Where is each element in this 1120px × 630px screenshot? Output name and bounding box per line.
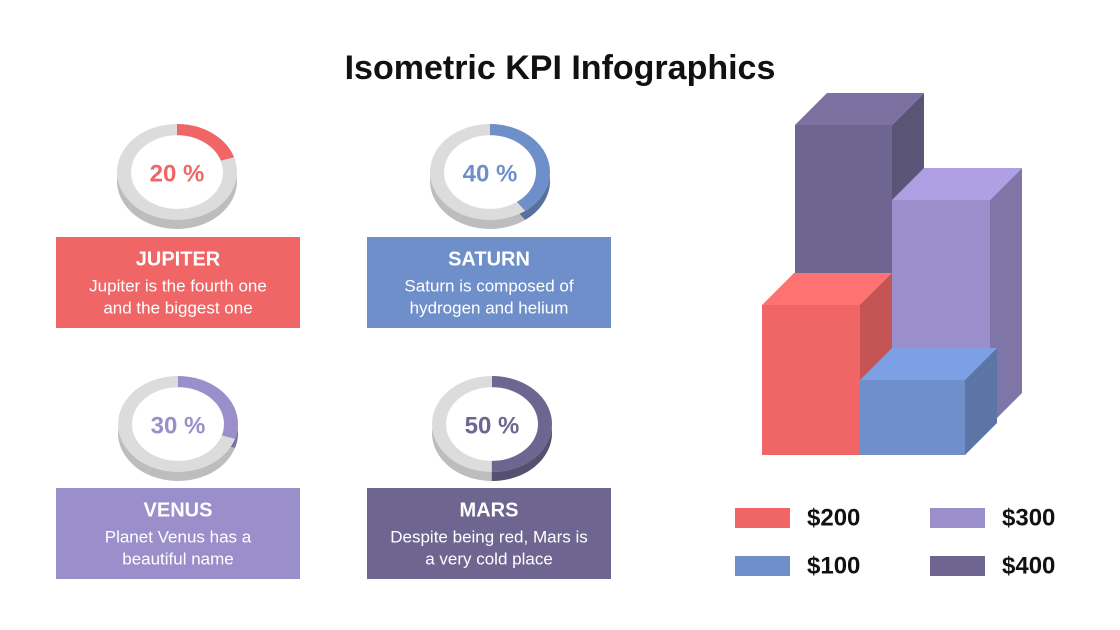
kpi-donut: [432, 375, 552, 482]
bar: [860, 348, 997, 455]
bar-side: [965, 348, 997, 455]
kpi-description: Saturn is composed of: [404, 276, 573, 295]
legend-swatch: [735, 508, 790, 528]
donut-arc: [432, 375, 552, 473]
kpi-value: 50 %: [465, 412, 520, 439]
kpi-description: Jupiter is the fourth one: [89, 276, 267, 295]
kpi-description: Planet Venus has a: [105, 527, 252, 546]
kpi-name: JUPITER: [136, 248, 221, 270]
kpi-description: and the biggest one: [103, 298, 252, 317]
legend-label: $400: [1002, 552, 1055, 579]
kpi-name: SATURN: [448, 248, 530, 270]
bar-side: [990, 168, 1022, 425]
kpi-value: 30 %: [151, 412, 206, 439]
kpi-description: beautiful name: [122, 549, 234, 568]
kpi-name: MARS: [460, 499, 519, 521]
kpi-description: hydrogen and helium: [410, 298, 569, 317]
legend-swatch: [930, 556, 985, 576]
bar-top: [795, 93, 924, 125]
kpi-value: 20 %: [150, 160, 205, 187]
donut-arc: [117, 123, 237, 221]
legend-label: $200: [807, 504, 860, 531]
kpi-name: VENUS: [144, 499, 213, 521]
bar-front: [762, 305, 860, 455]
donut-arc: [430, 123, 550, 221]
kpi-description: Despite being red, Mars is: [390, 527, 587, 546]
bar-top: [860, 348, 997, 380]
kpi-card: [367, 237, 611, 328]
kpi-card: [56, 237, 300, 328]
donut-hole: [446, 387, 538, 461]
kpi-donut: [118, 375, 238, 482]
legend-label: $100: [807, 552, 860, 579]
legend-swatch: [735, 556, 790, 576]
legend-label: $300: [1002, 504, 1055, 531]
donut-arc: [118, 375, 238, 473]
kpi-card: [367, 488, 611, 579]
bar-top: [762, 273, 892, 305]
donut-hole: [131, 135, 223, 209]
bar-top: [892, 168, 1022, 200]
kpi-value: 40 %: [463, 160, 518, 187]
kpi-card: [56, 488, 300, 579]
legend-swatch: [930, 508, 985, 528]
title: Isometric KPI Infographics: [345, 49, 776, 87]
kpi-description: a very cold place: [425, 549, 553, 568]
kpi-donut: [117, 123, 237, 230]
donut-hole: [444, 135, 536, 209]
bar-front: [860, 380, 965, 455]
kpi-donut: [430, 123, 550, 230]
donut-hole: [132, 387, 224, 461]
